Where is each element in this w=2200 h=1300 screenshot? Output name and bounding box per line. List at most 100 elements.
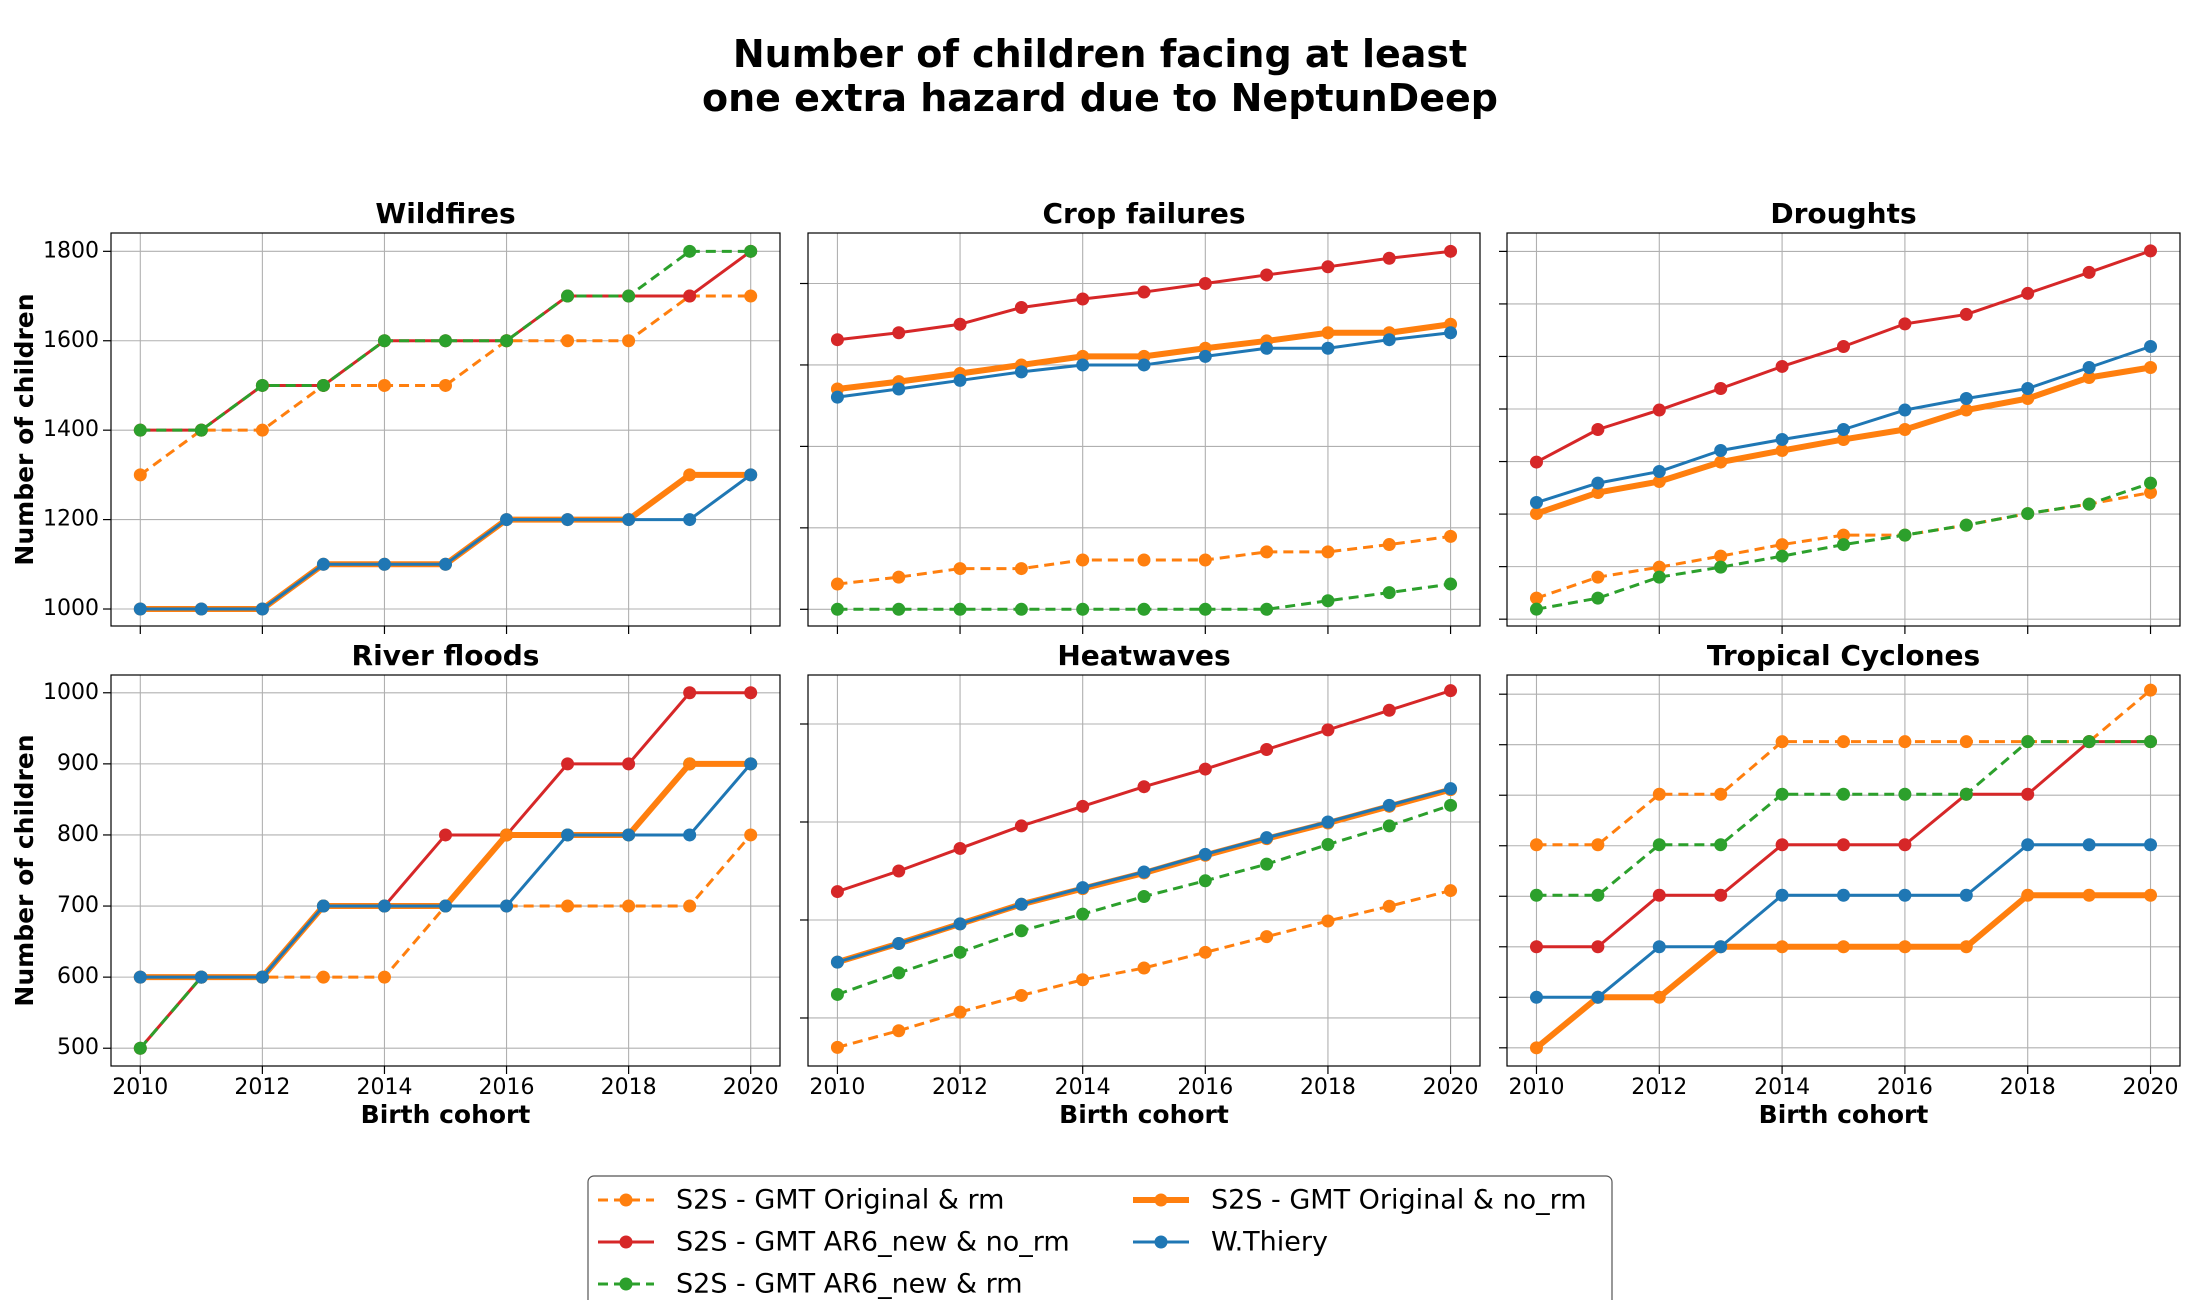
series-marker	[744, 289, 758, 303]
y-tick-label: 600	[57, 964, 99, 989]
series-marker	[1014, 562, 1028, 576]
plot-area	[1529, 683, 2158, 1055]
series-marker	[2144, 838, 2158, 852]
series-marker	[1382, 798, 1396, 812]
series-marker	[1775, 940, 1789, 954]
series-marker	[1529, 602, 1543, 616]
series-marker	[133, 1041, 147, 1055]
series-marker	[377, 899, 391, 913]
series-marker	[1714, 940, 1728, 954]
series-marker	[1444, 782, 1458, 796]
x-tick-label: 2016	[1177, 1075, 1233, 1100]
series-marker	[622, 757, 636, 771]
series-marker	[1898, 735, 1912, 749]
series-marker	[2021, 392, 2035, 406]
series-marker	[1959, 392, 1973, 406]
series-marker	[1321, 914, 1335, 928]
series-marker	[2021, 382, 2035, 396]
series-marker	[1591, 990, 1605, 1004]
series-marker	[744, 468, 758, 482]
series-marker	[744, 828, 758, 842]
series-marker	[1959, 888, 1973, 902]
series-marker	[892, 1024, 906, 1038]
x-tick-label: 2012	[234, 1075, 290, 1100]
series-marker	[1837, 432, 1850, 446]
series-marker	[683, 757, 697, 771]
y-tick-label: 1200	[43, 507, 99, 532]
series-marker	[133, 423, 147, 437]
series-marker	[316, 378, 330, 392]
series-marker	[1959, 940, 1973, 954]
series-marker	[1775, 538, 1789, 552]
series-marker	[377, 334, 391, 348]
series-marker	[2082, 888, 2096, 902]
series-marker	[622, 828, 636, 842]
legend-frame	[587, 1175, 1613, 1300]
series-marker	[830, 1040, 844, 1054]
series-marker	[1591, 423, 1605, 436]
subplot-title: Tropical Cyclones	[1707, 639, 1980, 672]
series-marker	[1529, 455, 1543, 469]
series-marker	[1260, 831, 1274, 845]
series-marker	[1959, 403, 1973, 417]
x-tick-label: 2020	[723, 1075, 779, 1100]
series-marker	[1444, 326, 1458, 340]
series-marker	[316, 970, 330, 984]
series-marker	[133, 602, 147, 616]
legend-label: S2S - GMT Original & rm	[676, 1185, 1004, 1216]
subplot-title: Droughts	[1770, 197, 1916, 230]
series-marker	[1652, 570, 1666, 584]
series-marker	[1444, 798, 1458, 812]
series-marker	[133, 970, 147, 984]
subplot-title: Heatwaves	[1057, 639, 1230, 672]
x-tick-label: 2012	[932, 1075, 988, 1100]
series-marker	[1260, 268, 1274, 282]
series-marker	[561, 289, 575, 303]
series-marker	[1529, 940, 1543, 954]
series-line	[140, 471, 751, 613]
x-tick-label: 2012	[1631, 1075, 1687, 1100]
series-marker	[1198, 945, 1212, 959]
series-marker	[1076, 553, 1090, 567]
series-marker	[1321, 723, 1335, 737]
series-marker	[1321, 838, 1335, 852]
series-marker	[892, 326, 906, 340]
series-marker	[2144, 476, 2158, 490]
series-marker	[1260, 930, 1274, 944]
series-marker	[1260, 857, 1274, 871]
x-tick-label: 2020	[2123, 1075, 2179, 1100]
legend-marker	[1154, 1193, 1168, 1207]
series-marker	[1014, 602, 1028, 616]
series-marker	[1076, 602, 1090, 616]
series-marker	[1775, 432, 1789, 446]
series-marker	[622, 899, 636, 913]
series-marker	[2021, 286, 2035, 300]
axes-frame	[1506, 674, 2181, 1067]
series-marker	[1652, 560, 1666, 574]
x-axis-label: Birth cohort	[1759, 1100, 1929, 1129]
series-marker	[2144, 888, 2158, 902]
series-marker	[892, 570, 906, 584]
series-marker	[1382, 538, 1396, 552]
series-marker	[194, 970, 208, 984]
series-marker	[255, 378, 269, 392]
series-marker	[1652, 888, 1666, 902]
series-marker	[1198, 762, 1212, 776]
series-marker	[1076, 358, 1090, 372]
legend-label: S2S - GMT Original & no_rm	[1211, 1185, 1587, 1216]
series-marker	[2144, 735, 2158, 749]
series-marker	[1198, 602, 1212, 616]
series-marker	[1959, 787, 1973, 801]
series-marker	[1137, 553, 1151, 567]
series-marker	[1837, 888, 1850, 902]
y-tick-label: 1600	[43, 328, 99, 353]
x-tick-label: 2010	[809, 1075, 865, 1100]
series-marker	[1444, 884, 1458, 898]
series-marker	[830, 390, 844, 404]
series-marker	[439, 378, 452, 392]
series-marker	[1898, 528, 1912, 542]
plot-area	[830, 244, 1458, 616]
series-marker	[1321, 815, 1335, 829]
series-marker	[1591, 940, 1605, 954]
